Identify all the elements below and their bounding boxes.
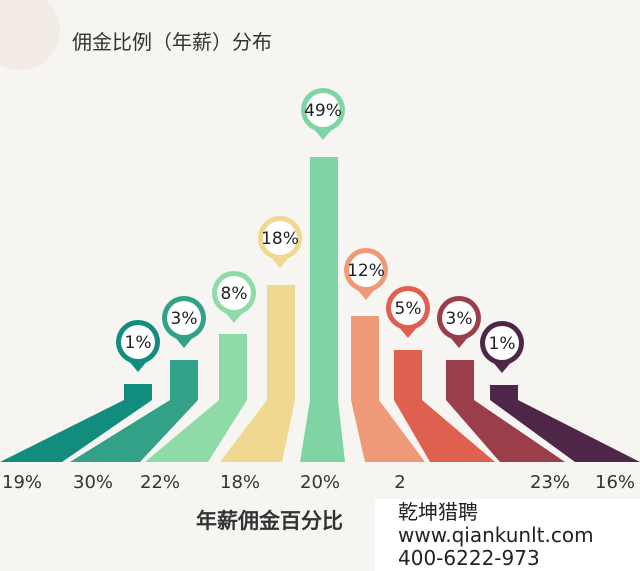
value-pin-4: 18% [258,216,302,268]
x-tick-label: 30% [72,472,114,493]
bar-2 [70,360,198,462]
value-pin-6: 12% [344,248,388,300]
watermark-phone: 400-6222-973 [398,546,540,570]
x-tick-label: 19% [1,472,43,493]
pin-center [306,93,340,127]
bar-4 [220,285,295,462]
x-axis-title: 年薪佣金百分比 [196,509,343,533]
pin-center [263,221,297,255]
bar-7 [394,350,495,462]
bar-5 [300,157,345,462]
value-label: 12% [347,261,385,281]
pin-center [167,301,201,335]
pin-center [391,291,425,325]
value-pin-2: 3% [162,296,206,348]
watermark-url: www.qiankunlt.com [398,523,594,547]
bar-8 [446,360,565,462]
value-label: 8% [221,284,248,304]
x-tick-label: 23% [529,472,571,493]
x-tick-label: 2 [394,472,406,493]
value-label: 18% [261,229,299,249]
chart-title: 佣金比例（年薪）分布 [72,30,272,54]
value-label: 5% [395,299,422,319]
value-pin-9: 1% [480,321,524,373]
value-label: 3% [446,309,473,329]
bar-1 [0,384,152,462]
pin-center [485,326,519,360]
value-pin-1: 1% [116,320,160,372]
x-tick-label: 18% [219,472,261,493]
watermark-box: 乾坤猎聘 www.qiankunlt.com 400-6222-973 [375,499,640,571]
value-pin-7: 5% [386,286,430,338]
pin-center [217,276,251,310]
value-label: 1% [125,333,152,353]
bar-9 [490,385,640,462]
pin-center [121,325,155,359]
value-pin-8: 3% [437,296,481,348]
x-tick-label: 20% [299,472,341,493]
pin-center [349,253,383,287]
pin-center [442,301,476,335]
watermark-name: 乾坤猎聘 [398,500,478,524]
value-label: 3% [171,309,198,329]
x-tick-label: 16% [594,472,636,493]
bar-6 [351,316,425,462]
value-pin-5: 49% [301,88,345,140]
x-tick-label: 22% [139,472,181,493]
value-label: 1% [489,334,516,354]
value-pin-3: 8% [212,271,256,323]
bar-3 [145,334,247,462]
value-label: 49% [304,101,342,121]
